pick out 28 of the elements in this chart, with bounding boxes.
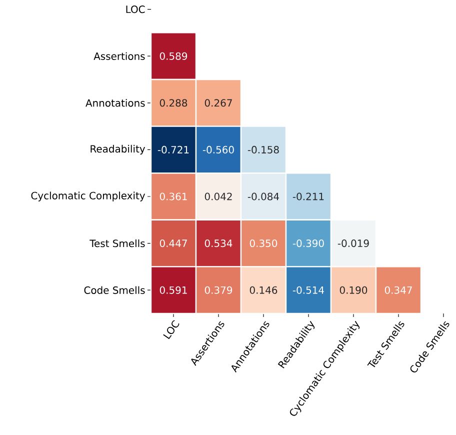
y-tick-label: Assertions: [94, 52, 145, 60]
data-label: -0.514: [292, 286, 324, 294]
data-label: 0.190: [340, 286, 368, 294]
data-label: 0.350: [250, 240, 278, 248]
y-tick-label: Test Smells: [90, 239, 145, 248]
data-label: 0.361: [160, 192, 187, 200]
y-tick-label: Annotations: [86, 99, 145, 107]
data-label: 0.146: [250, 286, 278, 294]
data-label: -0.084: [248, 192, 279, 200]
data-label: 0.288: [160, 99, 188, 107]
y-tick-label: Readability: [90, 144, 146, 155]
data-label: 0.591: [160, 286, 187, 294]
data-label: 0.267: [204, 99, 232, 107]
data-label: 0.379: [204, 286, 232, 294]
data-label: -0.560: [202, 146, 234, 154]
data-label: -0.158: [248, 146, 279, 154]
data-label: 0.534: [204, 240, 232, 248]
data-label: -0.211: [292, 192, 324, 200]
y-tick-label: Code Smells: [84, 286, 145, 294]
data-label: 0.447: [160, 240, 187, 248]
data-label: -0.019: [338, 240, 369, 248]
data-label: 0.347: [384, 286, 412, 294]
y-tick-label: Cyclomatic Complexity: [31, 192, 146, 202]
data-label: -0.721: [158, 146, 189, 154]
y-tick-label: LOC: [126, 6, 145, 14]
data-label: -0.390: [292, 240, 324, 248]
data-label: 0.589: [160, 52, 188, 60]
data-label: 0.042: [204, 192, 232, 200]
